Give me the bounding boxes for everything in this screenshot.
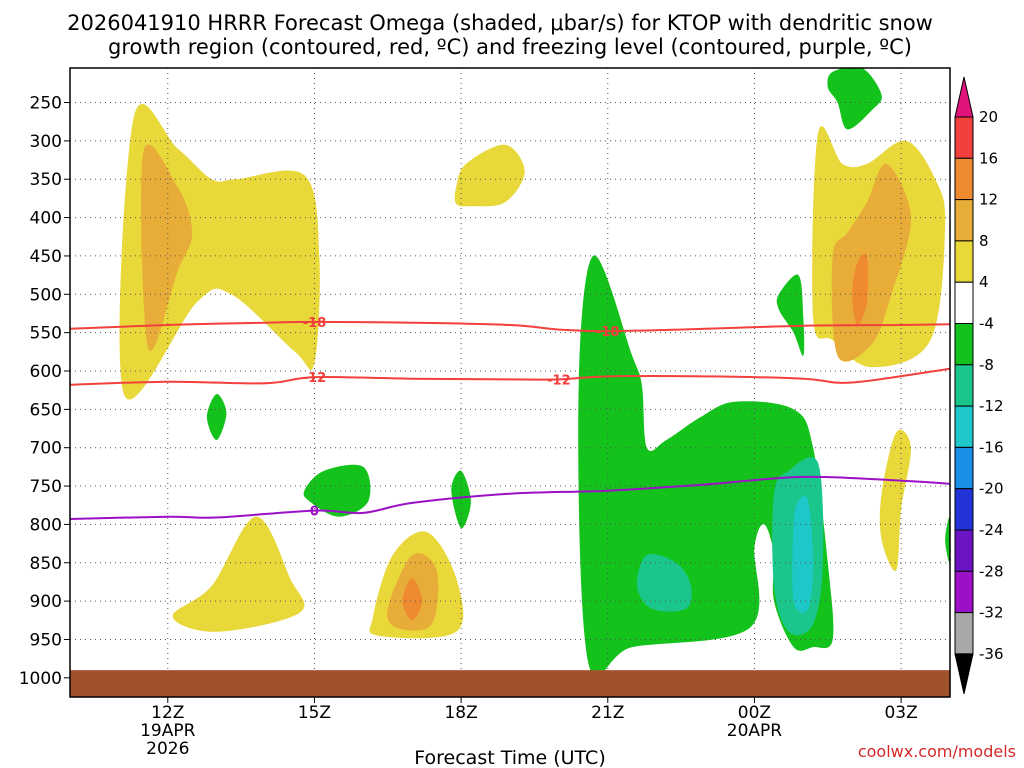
y-tick-label-1000: 1000 <box>19 669 62 689</box>
contour-label--18: -18 <box>303 316 327 331</box>
x-tick-label-03Z: 03Z <box>884 703 917 723</box>
omega-region-descent-main-core <box>637 553 692 612</box>
y-tick-label-250: 250 <box>30 94 62 114</box>
y-tick-label-900: 900 <box>30 592 62 612</box>
colorbar-label--4: -4 <box>979 315 994 333</box>
colorbar-band <box>954 612 974 655</box>
y-tick-label-550: 550 <box>30 324 62 344</box>
colorbar-label-12: 12 <box>979 191 998 209</box>
y-tick-label-850: 850 <box>30 554 62 574</box>
pressure-axis: 250 300 350 400 450 500 550 600 650 700 750 800 850 9… <box>19 94 70 689</box>
omega-region-descent-right-peak <box>792 495 814 613</box>
x-axis-label: Forecast Time (UTC) <box>414 747 605 768</box>
x-tick-label-00Z: 00Z <box>738 703 771 723</box>
y-tick-label-450: 450 <box>30 247 62 267</box>
colorbar-label--20: -20 <box>979 480 1004 498</box>
omega-region-descent-edge-right <box>945 516 950 564</box>
chart-title-line1: 2026041910 HRRR Forecast Omega (shaded, … <box>67 11 933 35</box>
colorbar-band <box>954 529 974 572</box>
omega-region-ascent-upper-mid <box>454 144 525 207</box>
y-tick-label-300: 300 <box>30 132 62 152</box>
colorbar-band <box>954 570 974 614</box>
x-tick-date: 19APR <box>140 721 196 741</box>
chart-title-line2: growth region (contoured, red, ºC) and f… <box>108 35 912 59</box>
omega-region-ascent-east-low <box>879 429 911 572</box>
y-tick-label-800: 800 <box>30 515 62 535</box>
omega-region-ascent-low-left <box>172 516 305 632</box>
colorbar-label-4: 4 <box>979 273 989 291</box>
colorbar-label--16: -16 <box>979 438 1004 456</box>
x-tick-date: 20APR <box>727 721 783 741</box>
ground-surface <box>70 670 950 697</box>
omega-region-descent-low-mid-spot <box>451 470 471 529</box>
y-tick-label-600: 600 <box>30 362 62 382</box>
omega-colorbar: 20 16 12 8 4 -4 -8 -12 -16 -20 -24 -28 -32 -36 <box>954 76 1004 695</box>
omega-region-ascent-east-core <box>831 163 911 362</box>
contour-label-0: 0 <box>310 505 319 520</box>
colorbar-band <box>954 446 974 490</box>
plot-frame <box>69 67 951 698</box>
colorbar-label-8: 8 <box>979 232 989 250</box>
credit-link[interactable]: coolwx.com/models <box>858 742 1016 761</box>
x-tick-year: 2026 <box>146 739 189 759</box>
colorbar-label--24: -24 <box>979 521 1004 539</box>
colorbar-label--32: -32 <box>979 604 1004 622</box>
colorbar-band <box>954 199 974 242</box>
y-tick-label-700: 700 <box>30 439 62 459</box>
colorbar-band <box>954 488 974 531</box>
contour-line-0 <box>70 475 950 520</box>
colorbar-band <box>954 405 974 448</box>
colorbar-band <box>954 323 974 366</box>
contour-label--12: -12 <box>547 373 571 388</box>
omega-region-ascent-low-mid-peak <box>402 578 422 621</box>
contour-line--12 <box>70 367 950 386</box>
contour-line--18 <box>70 320 950 333</box>
contour-label--18: -18 <box>596 325 620 340</box>
x-tick-label-15Z: 15Z <box>298 703 331 723</box>
temperature-contours: -18 -18 -12 -12 0 <box>70 316 950 520</box>
x-tick-label-21Z: 21Z <box>591 703 624 723</box>
x-tick-label-12Z: 12Z <box>151 703 184 723</box>
colorbar-bottom-arrow <box>954 653 974 695</box>
colorbar-band <box>954 281 974 325</box>
omega-region-ascent-east-peak <box>852 253 869 326</box>
omega-region-ascent-west-core <box>141 144 193 352</box>
colorbar-label-20: 20 <box>979 108 998 126</box>
colorbar-top-arrow <box>954 76 974 118</box>
colorbar-band <box>954 364 974 407</box>
contour-label--12: -12 <box>303 371 327 386</box>
surface-fill <box>70 670 950 697</box>
colorbar-band <box>954 116 974 159</box>
colorbar-label-16: 16 <box>979 149 998 167</box>
omega-region-descent-nw-spot <box>206 393 227 441</box>
x-tick-label-18Z: 18Z <box>444 703 477 723</box>
colorbar-label--8: -8 <box>979 356 994 374</box>
y-tick-label-350: 350 <box>30 170 62 190</box>
colorbar-label--36: -36 <box>979 645 1004 663</box>
colorbar-label--12: -12 <box>979 397 1004 415</box>
y-tick-label-950: 950 <box>30 630 62 650</box>
colorbar-label--28: -28 <box>979 562 1004 580</box>
colorbar-band <box>954 157 974 201</box>
y-tick-label-750: 750 <box>30 477 62 497</box>
colorbar-band <box>954 240 974 283</box>
omega-region-descent-upper-right <box>827 68 882 130</box>
omega-region-descent-low-left <box>303 464 371 517</box>
omega-region-descent-mid-right <box>776 274 805 356</box>
y-tick-label-500: 500 <box>30 285 62 305</box>
omega-regions <box>119 68 950 679</box>
y-tick-label-400: 400 <box>30 209 62 229</box>
y-tick-label-650: 650 <box>30 400 62 420</box>
